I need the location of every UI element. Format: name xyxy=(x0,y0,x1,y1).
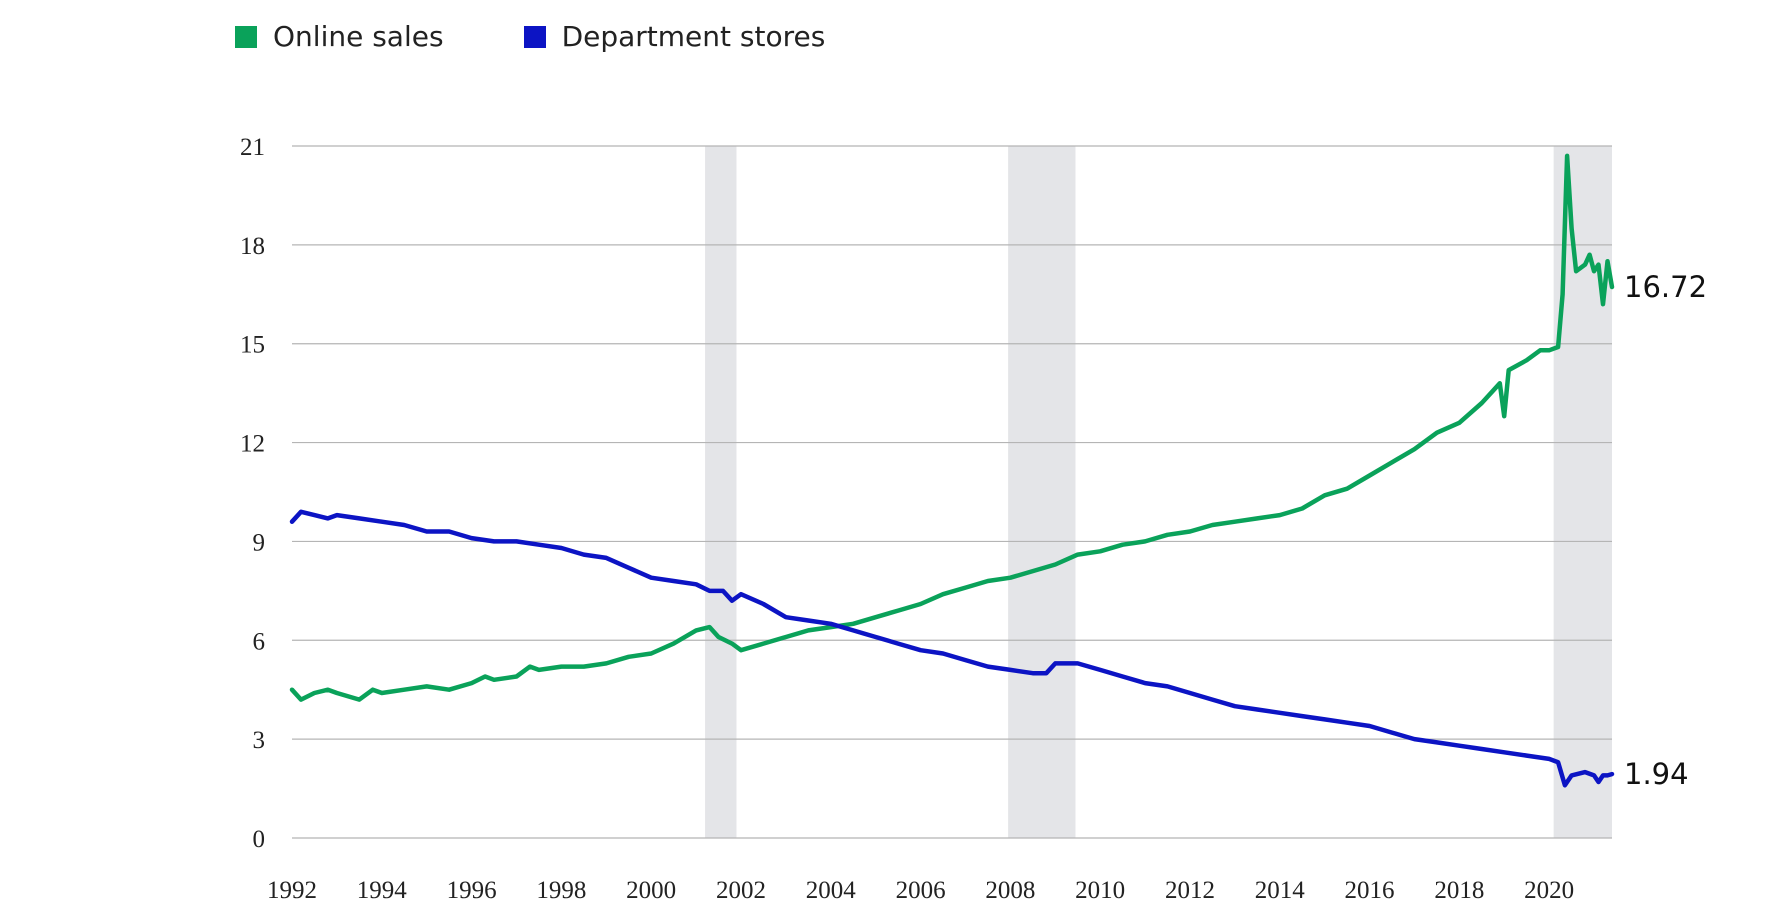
x-tick-label-1992: 1992 xyxy=(267,877,317,904)
x-tick-label-2010: 2010 xyxy=(1075,877,1125,904)
x-tick-label-2004: 2004 xyxy=(806,877,857,904)
y-tick-label-9: 9 xyxy=(253,529,266,556)
x-tick-label-2014: 2014 xyxy=(1255,877,1306,904)
series-line-department-stores xyxy=(289,509,1615,788)
x-tick-label-2008: 2008 xyxy=(985,877,1035,904)
x-tick-label-2006: 2006 xyxy=(896,877,946,904)
legend-label-online-sales: Online sales xyxy=(273,20,444,53)
series-line-online-sales xyxy=(289,153,1615,702)
y-tick-label-0: 0 xyxy=(253,826,266,853)
x-tick-label-2012: 2012 xyxy=(1165,877,1215,904)
x-tick-label-2020: 2020 xyxy=(1524,877,1574,904)
y-tick-label-15: 15 xyxy=(240,332,265,359)
x-tick-label-2016: 2016 xyxy=(1345,877,1395,904)
x-tick-label-2018: 2018 xyxy=(1434,877,1484,904)
shaded-period-1 xyxy=(1008,146,1076,838)
legend-swatch-online-sales xyxy=(235,25,257,48)
x-tick-label-1994: 1994 xyxy=(357,877,408,904)
legend-swatch-department-stores xyxy=(523,25,546,48)
legend-item-department-stores: Department stores xyxy=(523,20,826,53)
y-tick-label-3: 3 xyxy=(253,727,266,754)
end-value-label-department-stores: 1.94 xyxy=(1624,757,1689,791)
x-tick-label-2002: 2002 xyxy=(716,877,766,904)
y-tick-label-12: 12 xyxy=(240,431,265,458)
x-tick-label-2000: 2000 xyxy=(626,877,676,904)
y-tick-label-6: 6 xyxy=(253,628,266,655)
shaded-period-0 xyxy=(705,146,737,838)
legend: Online sales Department stores xyxy=(235,20,825,53)
legend-label-department-stores: Department stores xyxy=(561,20,826,53)
x-tick-label-1998: 1998 xyxy=(536,877,586,904)
end-value-label-online-sales: 16.72 xyxy=(1624,270,1707,304)
y-tick-label-18: 18 xyxy=(240,233,265,260)
x-tick-label-1996: 1996 xyxy=(447,877,497,904)
y-tick-label-21: 21 xyxy=(240,134,265,161)
legend-item-online-sales: Online sales xyxy=(235,20,444,53)
